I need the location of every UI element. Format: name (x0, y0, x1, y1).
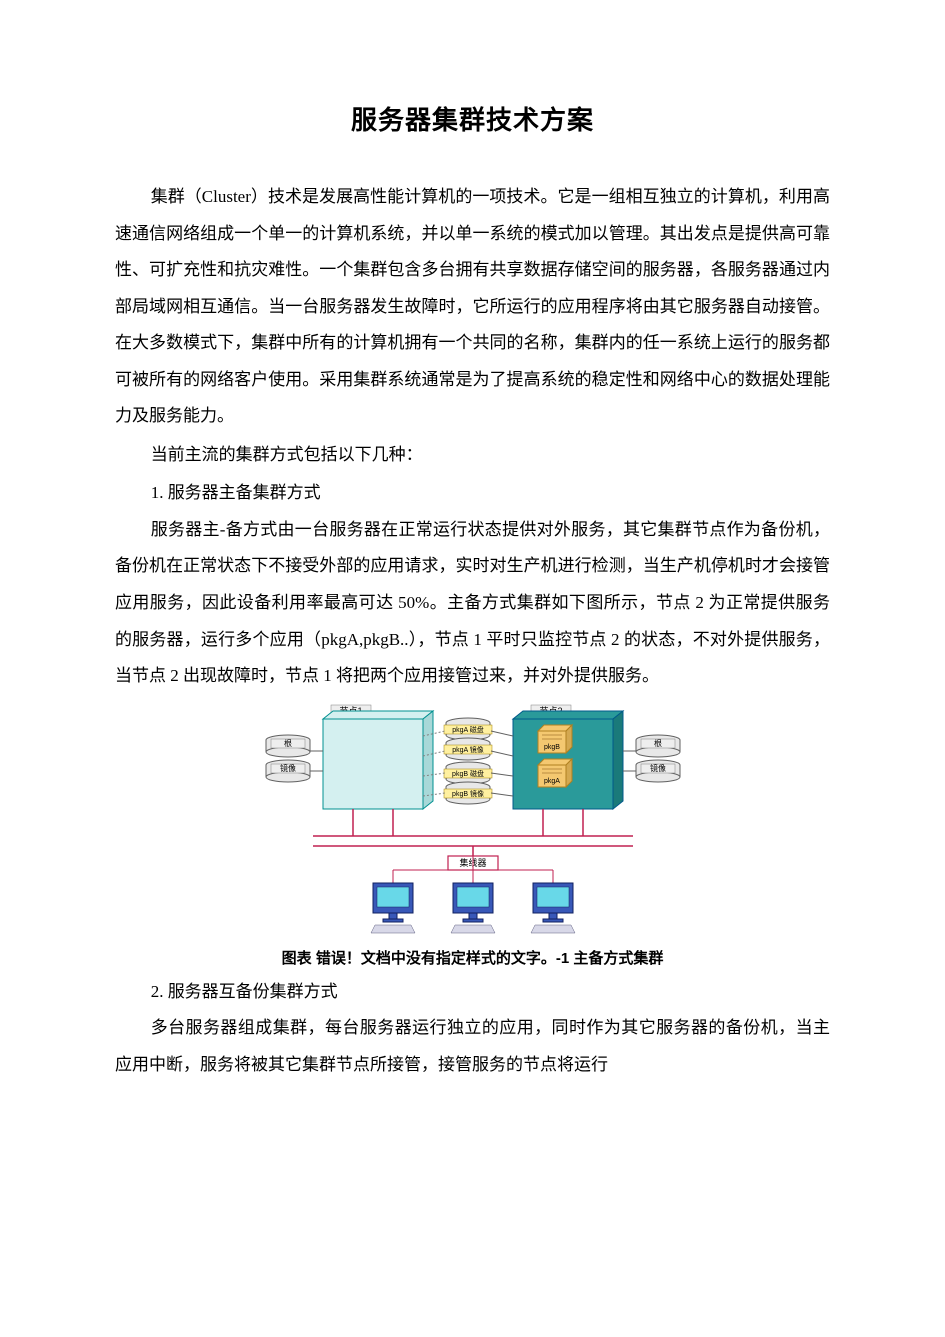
svg-text:镜像: 镜像 (650, 763, 666, 773)
list-item-2: 2. 服务器互备份集群方式 (115, 974, 830, 1011)
cluster-diagram: 节点1节点2pkgBpkgApkgA 磁盘pkgA 镜像pkgB 磁盘pkgB … (253, 701, 693, 941)
svg-text:pkgA 磁盘: pkgA 磁盘 (452, 725, 484, 734)
doc-title: 服务器集群技术方案 (115, 100, 830, 137)
diagram-container: 节点1节点2pkgBpkgApkgA 磁盘pkgA 镜像pkgB 磁盘pkgB … (115, 701, 830, 968)
list-item-1: 1. 服务器主备集群方式 (115, 475, 830, 512)
svg-text:pkgA: pkgA (544, 778, 560, 785)
svg-text:pkgB 镜像: pkgB 镜像 (452, 789, 484, 798)
svg-text:根: 根 (284, 738, 292, 748)
paragraph-4: 多台服务器组成集群，每台服务器运行独立的应用，同时作为其它服务器的备份机，当主应… (115, 1010, 830, 1083)
svg-text:根: 根 (654, 738, 662, 748)
svg-text:pkgB: pkgB (544, 744, 560, 751)
paragraph-3: 服务器主-备方式由一台服务器在正常运行状态提供对外服务，其它集群节点作为备份机，… (115, 512, 830, 695)
svg-text:pkgB 磁盘: pkgB 磁盘 (452, 769, 484, 778)
paragraph-1: 集群（Cluster）技术是发展高性能计算机的一项技术。它是一组相互独立的计算机… (115, 179, 830, 435)
diagram-caption: 图表 错误！文档中没有指定样式的文字。-1 主备方式集群 (282, 947, 664, 968)
paragraph-2: 当前主流的集群方式包括以下几种： (115, 437, 830, 474)
svg-text:pkgA 镜像: pkgA 镜像 (452, 745, 484, 754)
svg-text:镜像: 镜像 (280, 763, 296, 773)
